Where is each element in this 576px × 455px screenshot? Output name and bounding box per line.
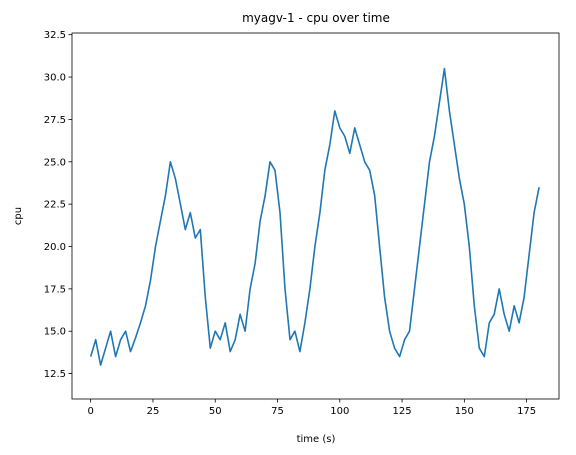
x-tick-label: 125	[393, 406, 412, 417]
x-tick-label: 175	[517, 406, 536, 417]
y-tick-label: 15.0	[44, 327, 66, 338]
plot-area	[89, 67, 540, 366]
chart-title: myagv-1 - cpu over time	[242, 11, 390, 25]
y-axis-label: cpu	[13, 207, 24, 225]
y-tick-label: 22.5	[44, 200, 66, 211]
y-tick-label: 25.0	[44, 157, 66, 168]
y-tick-label: 27.5	[44, 115, 66, 126]
x-tick-label: 75	[271, 406, 284, 417]
axes-frame	[71, 32, 560, 400]
x-tick-label: 150	[455, 406, 474, 417]
x-tick-label: 25	[147, 406, 160, 417]
y-tick-label: 30.0	[44, 73, 66, 84]
x-axis-label: time (s)	[297, 434, 336, 445]
x-tick-label: 100	[330, 406, 349, 417]
x-tick-label: 50	[209, 406, 222, 417]
x-tick-label: 0	[87, 406, 93, 417]
y-tick-label: 12.5	[44, 369, 66, 380]
y-tick-label: 17.5	[44, 284, 66, 295]
series-line-0	[89, 67, 540, 366]
y-tick-label: 20.0	[44, 242, 66, 253]
y-tick-label: 32.5	[44, 30, 66, 41]
